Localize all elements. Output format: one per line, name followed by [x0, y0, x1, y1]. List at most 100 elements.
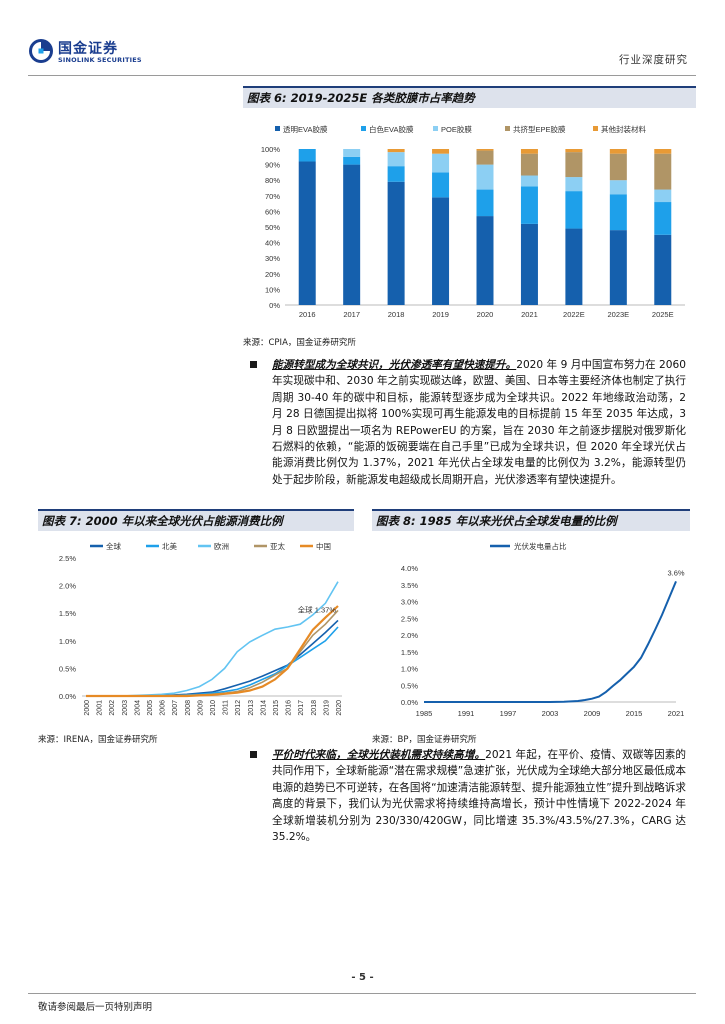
company-name-en: SINOLINK SECURITIES — [58, 56, 142, 64]
x-tick-label: 2009 — [584, 709, 601, 718]
bar-segment — [520, 153, 538, 176]
x-tick-label: 2020 — [336, 700, 343, 716]
legend-label: POE胶膜 — [441, 124, 472, 134]
bar-segment — [432, 149, 450, 154]
x-tick-label: 2009 — [197, 700, 204, 716]
y-tick-label: 80% — [265, 176, 280, 185]
y-tick-label: 30% — [265, 254, 280, 263]
y-tick-label: 70% — [265, 192, 280, 201]
page-header: 国金证券 SINOLINK SECURITIES 行业深度研究 — [28, 36, 696, 76]
bar-segment — [432, 153, 450, 173]
y-tick-label: 90% — [265, 161, 280, 170]
x-tick-label: 2007 — [172, 700, 179, 716]
bar-segment — [565, 177, 583, 192]
y-tick-label: 0% — [269, 301, 280, 310]
x-tick-label: 2015 — [626, 709, 643, 718]
y-tick-label: 50% — [265, 223, 280, 232]
bar-segment — [609, 153, 627, 181]
series-line — [424, 581, 677, 703]
x-tick-label: 2023E — [607, 310, 629, 319]
figure7-source: 来源：IRENA，国金证券研究所 — [38, 735, 158, 745]
legend-label: 亚太 — [270, 541, 285, 551]
legend-swatch — [361, 126, 366, 131]
x-tick-label: 2020 — [477, 310, 494, 319]
x-tick-label: 2018 — [311, 700, 318, 716]
legend-label: 中国 — [316, 541, 331, 551]
bar-segment — [565, 191, 583, 229]
x-tick-label: 2003 — [542, 709, 559, 718]
report-type: 行业深度研究 — [619, 54, 688, 66]
x-tick-label: 2005 — [147, 700, 154, 716]
data-label: 全球 1.37% — [298, 604, 337, 614]
bar-segment — [343, 149, 361, 157]
bar-segment — [343, 164, 361, 305]
x-tick-label: 2003 — [122, 700, 129, 716]
disclaimer: 敬请参阅最后一页特别声明 — [38, 1002, 153, 1013]
figure8-source: 来源：BP，国金证券研究所 — [372, 735, 477, 745]
bar-segment — [609, 194, 627, 231]
x-tick-label: 2006 — [160, 700, 167, 716]
y-tick-label: 20% — [265, 270, 280, 279]
paragraph-body: 2021 年起，在平价、疫情、双碳等因素的共同作用下，全球新能源“潜在需求规模”… — [272, 749, 687, 844]
bar-segment — [520, 175, 538, 187]
bar-segment — [476, 164, 494, 190]
x-tick-label: 2021 — [521, 310, 538, 319]
bar-segment — [476, 149, 494, 151]
paragraph-lead: 能源转型成为全球共识，光伏渗透率有望快速提升。 — [272, 359, 517, 371]
bar-segment — [654, 234, 672, 305]
bar-segment — [432, 172, 450, 198]
x-tick-label: 2022E — [563, 310, 585, 319]
figure6-stacked-bar-chart: 透明EVA胶膜 白色EVA胶膜 POE胶膜 共挤型EPE胶膜 其他封装材料 0% 10% 20… — [261, 124, 685, 319]
y-tick-label: 2.0% — [59, 582, 76, 591]
y-tick-label: 3.5% — [401, 581, 418, 590]
y-tick-label: 1.5% — [401, 648, 418, 657]
figure7-line-chart: 全球 北美 欧洲 亚太 中国 0.0% 0.5% 1.0% 1.5% 2.0% 2.5% 2000 20… — [59, 541, 343, 716]
paragraph-lead: 平价时代来临，全球光伏装机需求持续高增。 — [272, 749, 486, 761]
x-tick-label: 2017 — [343, 310, 360, 319]
figure8-title: 图表 8: 1985 年以来光伏占全球发电量的比例 — [372, 509, 690, 531]
y-tick-label: 100% — [261, 145, 281, 154]
bar-segment — [343, 156, 361, 165]
bar-segment — [654, 153, 672, 190]
x-tick-label: 1991 — [458, 709, 475, 718]
x-tick-label: 2014 — [260, 700, 267, 716]
series-line — [86, 605, 339, 698]
footer-divider — [28, 993, 696, 994]
bar-segment — [654, 202, 672, 235]
x-tick-label: 2010 — [210, 700, 217, 716]
bar-segment — [609, 180, 627, 195]
bar-segment — [520, 223, 538, 305]
figure8-line-chart: 光伏发电量占比 0.0% 0.5% 1.0% 1.5% 2.0% 2.5% 3.0% 3.5% 4… — [401, 541, 685, 718]
legend-swatch — [505, 126, 510, 131]
bar-segment — [476, 189, 494, 217]
data-label: 3.6% — [667, 568, 684, 577]
legend-swatch — [275, 126, 280, 131]
x-tick-label: 2002 — [109, 700, 116, 716]
bar-segment — [609, 230, 627, 305]
x-tick-label: 2025E — [652, 310, 674, 319]
header-divider — [28, 75, 696, 76]
x-tick-label: 2016 — [299, 310, 316, 319]
bullet-icon — [250, 361, 257, 368]
x-tick-label: 2015 — [273, 700, 280, 716]
y-tick-label: 3.0% — [401, 598, 418, 607]
bar-segment — [654, 189, 672, 203]
bar-segment — [654, 149, 672, 154]
y-tick-label: 1.5% — [59, 609, 76, 618]
bar-segment — [387, 181, 405, 305]
bar-segment — [387, 166, 405, 182]
legend-label: 白色EVA胶膜 — [369, 124, 414, 134]
figure6-title: 图表 6: 2019-2025E 各类胶膜市占率趋势 — [243, 86, 696, 108]
bar-segment — [387, 149, 405, 153]
y-tick-label: 40% — [265, 239, 280, 248]
figure6-source: 来源：CPIA，国金证券研究所 — [243, 338, 356, 348]
y-tick-label: 4.0% — [401, 564, 418, 573]
legend-label: 其他封装材料 — [601, 124, 646, 134]
company-name: 国金证券 — [58, 41, 118, 57]
bar-segment — [565, 149, 583, 153]
paragraph-pv-demand: 平价时代来临，全球光伏装机需求持续高增。2021 年起，在平价、疫情、双碳等因素… — [250, 747, 687, 845]
y-tick-label: 10% — [265, 285, 280, 294]
x-tick-label: 2004 — [134, 700, 141, 716]
series-line — [86, 626, 339, 697]
legend-label: 欧洲 — [214, 541, 229, 551]
